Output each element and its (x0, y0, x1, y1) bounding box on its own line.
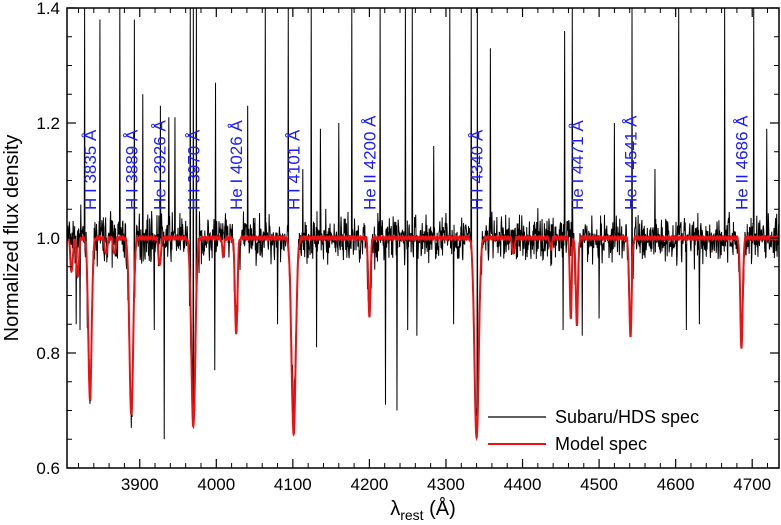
legend-label-model: Model spec (555, 434, 647, 454)
spectral-line-label: He I 4471 Å (568, 120, 587, 210)
spectral-line-label: H I 3889 Å (122, 129, 141, 210)
x-tick-label: 4500 (580, 475, 618, 494)
y-tick-label: 1.2 (36, 114, 60, 133)
x-tick-label: 4400 (504, 475, 542, 494)
plot-frame (66, 7, 780, 469)
line-labels: H I 3835 Å H I 3889 Å He I 3926 Å H I 3970 … (81, 115, 752, 210)
spectral-line-label: He I 3926 Å (151, 120, 170, 210)
spectral-line-label: He II 4541 Å (622, 115, 641, 210)
y-tick-label: 1.0 (36, 229, 60, 248)
spectral-line-label: H I 4340 Å (468, 129, 487, 210)
y-tick-label: 0.6 (36, 459, 60, 478)
series-line-model (67, 234, 779, 442)
y-axis-title: Normalized flux density (1, 135, 23, 342)
x-axis-title-unit: (Å) (424, 497, 456, 520)
spectral-line-label: He II 4686 Å (733, 115, 752, 210)
x-tick-label: 4100 (274, 475, 312, 494)
x-tick-label: 3900 (121, 475, 159, 494)
spectral-line-label: H I 3970 Å (184, 129, 203, 210)
legend: Subaru/HDS spec Model spec (488, 407, 699, 454)
x-axis-title-sub: rest (400, 507, 423, 523)
plot-area (67, 8, 779, 442)
y-tick-label: 0.8 (36, 344, 60, 363)
legend-label-subaru-hds: Subaru/HDS spec (555, 407, 699, 427)
x-tick-label: 4600 (657, 475, 695, 494)
series-line-subaru-hds (67, 8, 779, 440)
spectral-line-label: He I 4026 Å (227, 120, 246, 210)
y-tick-label: 1.4 (36, 0, 60, 18)
spectral-line-label: H I 4101 Å (285, 129, 304, 210)
x-axis-title: λrest (Å) (390, 497, 456, 523)
x-tick-label: 4000 (197, 475, 235, 494)
x-tick-label: 4300 (427, 475, 465, 494)
x-tick-label: 4200 (350, 475, 388, 494)
x-tick-label: 4700 (733, 475, 771, 494)
spectral-line-label: H I 3835 Å (81, 129, 100, 210)
spectral-line-label: He II 4200 Å (360, 115, 379, 210)
x-axis-title-main: λ (390, 498, 400, 520)
